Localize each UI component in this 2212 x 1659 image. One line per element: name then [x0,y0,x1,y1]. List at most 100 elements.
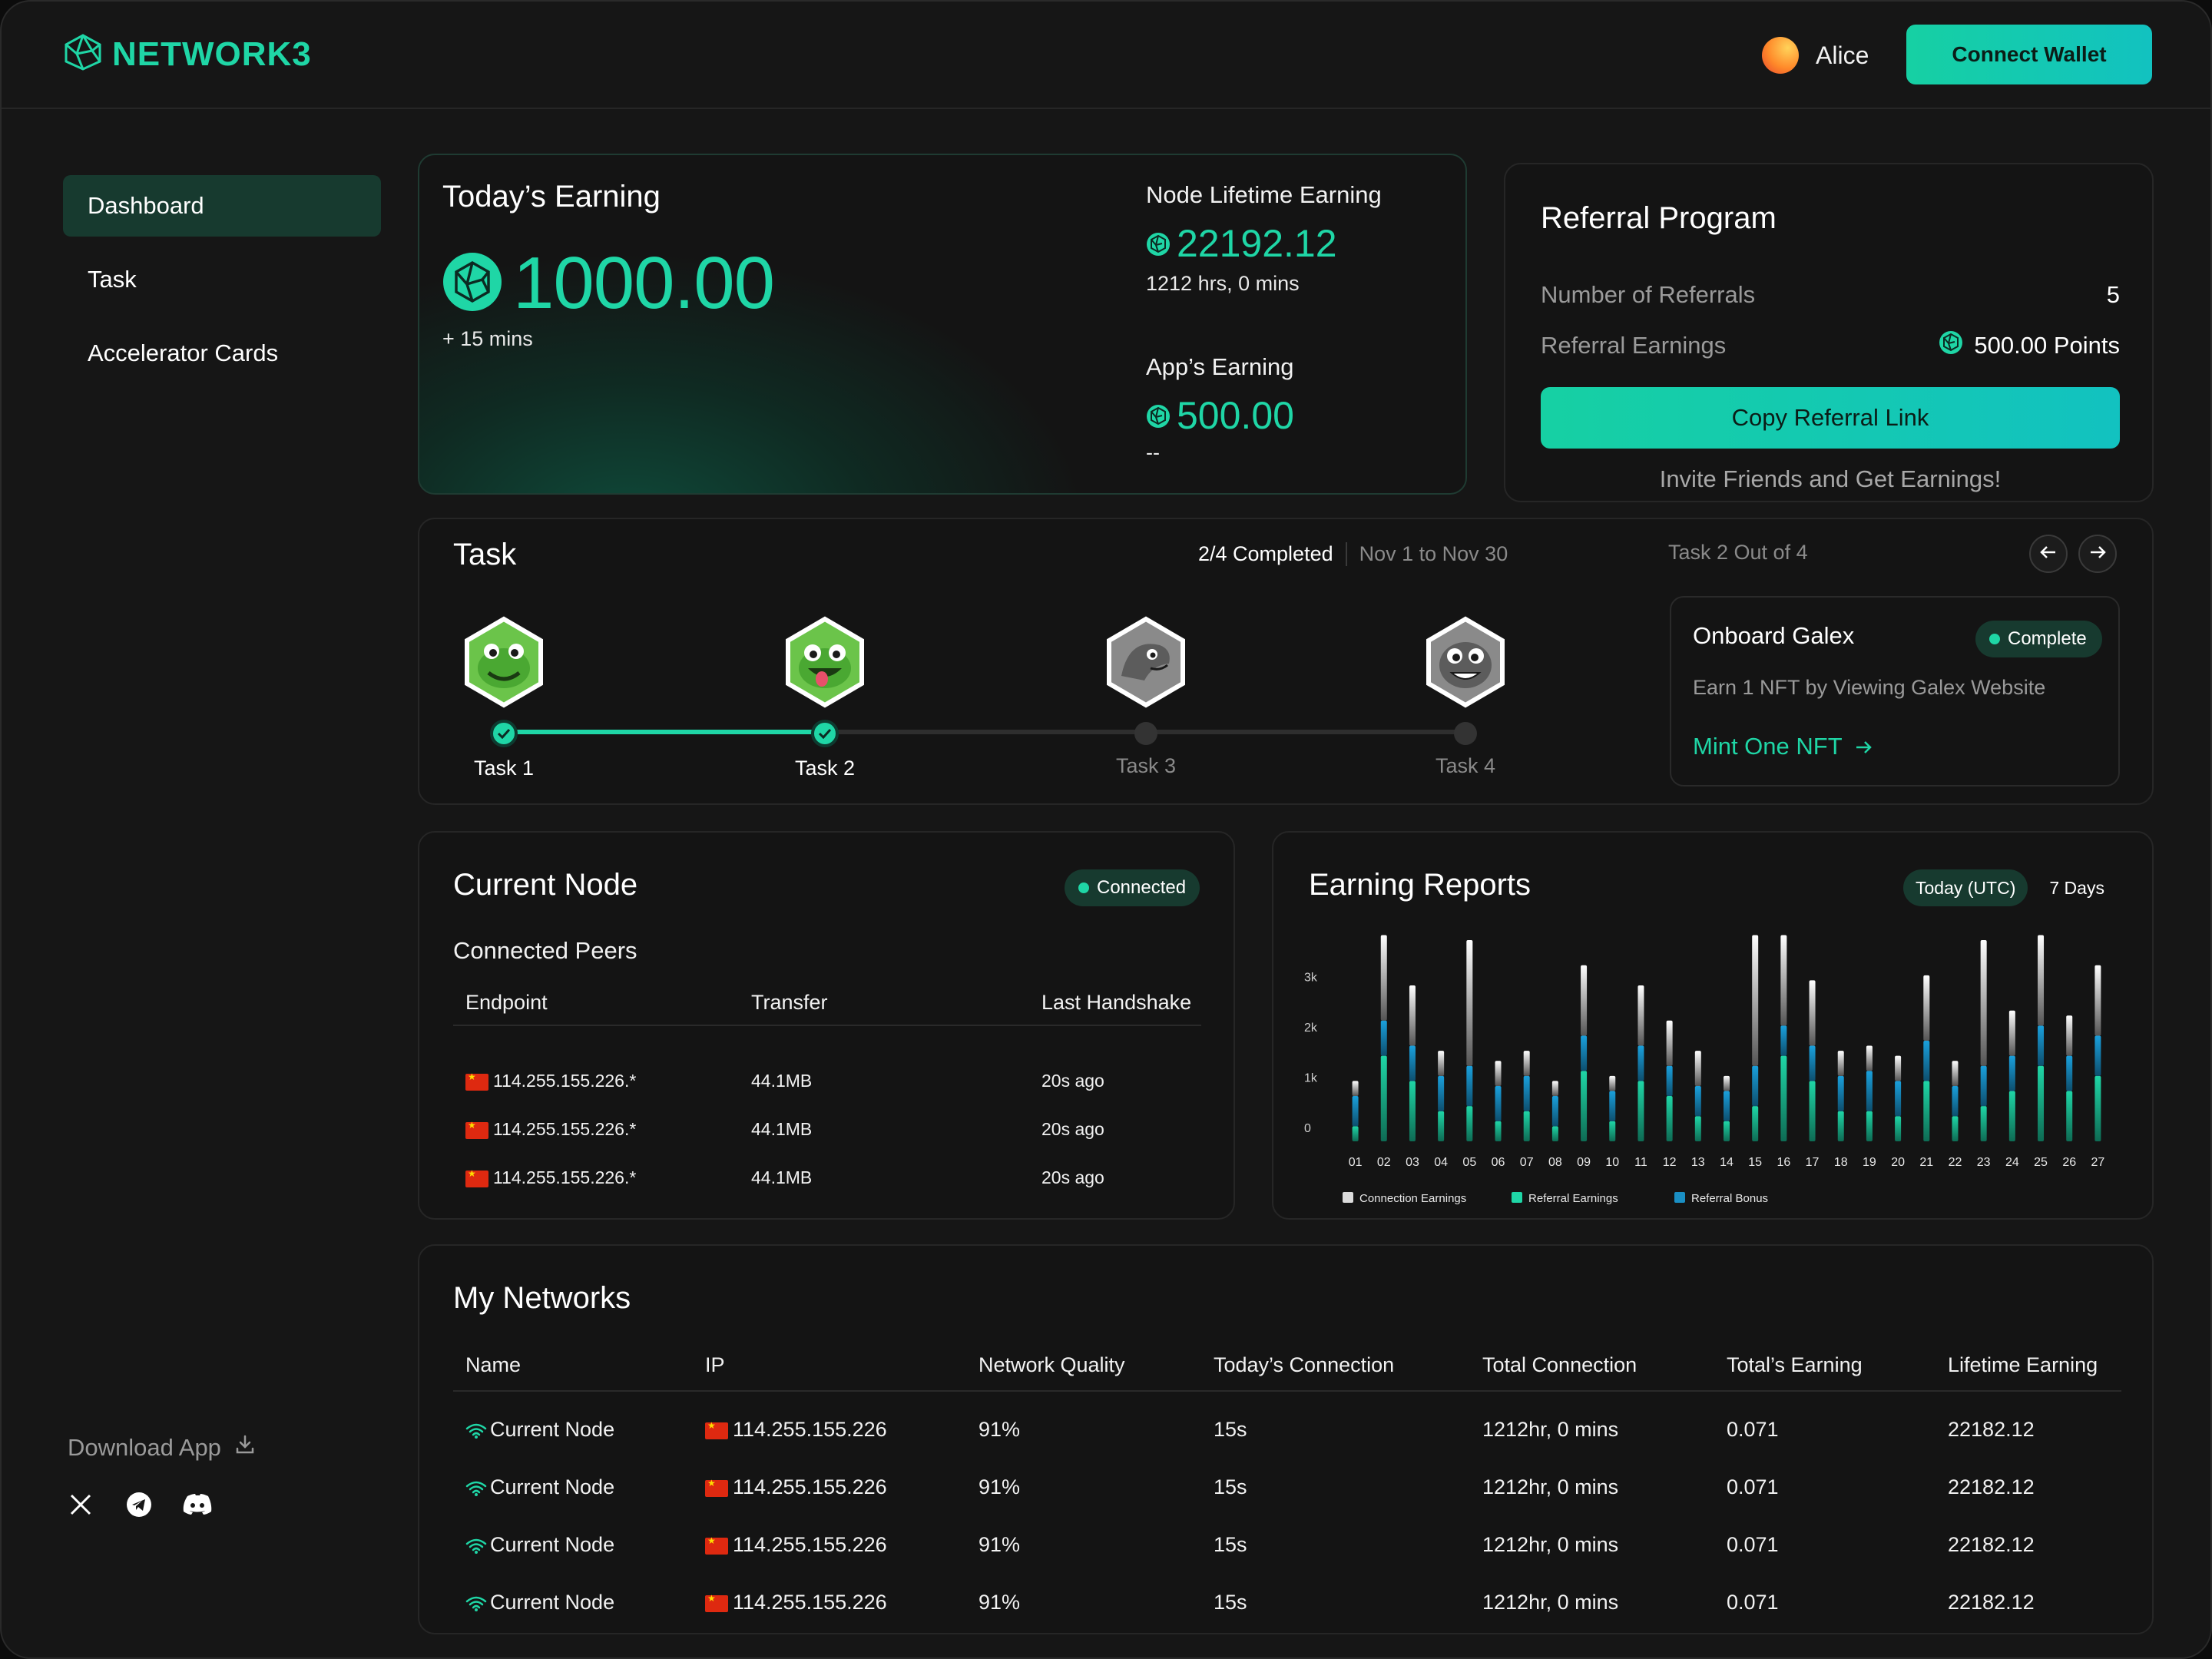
invite-text: Invite Friends and Get Earnings! [1659,465,2002,492]
table-row[interactable]: Current Node 114.255.155.226 91% 15s 1212hr,… [453,1583,2121,1617]
tab-7-days[interactable]: 7 Days [2049,878,2104,898]
quality-cell: 91% [979,1533,1021,1556]
legend-swatch [1674,1192,1685,1203]
quality-cell: 91% [979,1475,1021,1498]
quality-cell: 91% [979,1418,1021,1441]
column-header: Endpoint [465,991,548,1014]
bar-referral-earnings [1609,1121,1616,1141]
task-step-label: Task 3 [1115,754,1177,777]
bar-referral-bonus [1409,1045,1416,1081]
bar-connection-earnings [1809,980,1816,1046]
todays-earning-sub: + 15 mins [442,327,533,350]
app-earning-sub: -- [1146,441,1160,464]
sidebar-item-accelerator-cards[interactable]: Accelerator Cards [88,339,279,366]
ip-value: 114.255.155.226 [733,1533,887,1556]
tab-today-utc[interactable]: Today (UTC) [1903,869,2028,906]
bar-connection-earnings [1837,1051,1844,1076]
task-step-3[interactable]: Task 3 [1069,614,1223,778]
download-app-link[interactable]: Download App [68,1433,257,1462]
task-step-label: Task 1 [473,757,535,780]
ip-cell: 114.255.155.226 [705,1591,887,1614]
next-task-button[interactable] [2078,535,2117,573]
x-tick-label: 02 [1377,1156,1391,1169]
telegram-icon[interactable] [124,1490,154,1519]
bar-referral-earnings [1495,1121,1502,1141]
bar-referral-earnings [1952,1116,1959,1141]
mint-nft-link[interactable]: Mint One NFT [1693,733,1872,760]
task-detail-title: Onboard Galex [1693,622,1855,649]
connect-wallet-button[interactable]: Connect Wallet [1906,25,2152,84]
sidebar-item-task[interactable]: Task [88,266,137,293]
referral-program-card: Referral Program Number of Referrals 5 R… [1504,163,2154,502]
y-tick-label: 1k [1304,1072,1318,1085]
x-tick-label: 20 [1891,1156,1905,1169]
table-row[interactable]: Current Node 114.255.155.226 91% 15s 1212hr,… [453,1525,2121,1559]
column-header: Lifetime Earning [1948,1353,2098,1376]
x-tick-label: 27 [2091,1156,2105,1169]
prev-task-button[interactable] [2029,535,2068,573]
token-icon [1146,393,1171,438]
name-cell: Current Node [465,1591,614,1614]
handshake-cell: 20s ago [1041,1167,1104,1187]
bar-referral-earnings [1523,1111,1530,1141]
my-networks-card: My Networks Name IP Network Quality Toda… [418,1244,2154,1634]
copy-referral-link-button[interactable]: Copy Referral Link [1541,387,2120,449]
task-meta: 2/4 Completed Nov 1 to Nov 30 [1198,542,1508,566]
wifi-icon [465,1481,487,1496]
bar-referral-earnings [1923,1081,1930,1141]
table-row[interactable]: Current Node 114.255.155.226 91% 15s 1212hr,… [453,1410,2121,1444]
china-flag-icon [705,1420,728,1439]
bar-connection-earnings [1895,1055,1902,1081]
bar-referral-earnings [1438,1111,1445,1141]
table-row[interactable]: 114.255.155.226.* 44.1MB 20s ago [453,1113,1201,1144]
today-connection-cell: 15s [1214,1591,1247,1614]
lifetime-earning-cell: 22182.12 [1948,1591,2035,1614]
bar-connection-earnings [1438,1051,1445,1076]
column-header: Total Connection [1482,1353,1637,1376]
task-step-4[interactable]: Task 4 [1389,614,1542,778]
table-row[interactable]: 114.255.155.226.* 44.1MB 20s ago [453,1161,1201,1192]
x-tick-label: 08 [1548,1156,1562,1169]
bar-referral-earnings [1380,1055,1387,1141]
task-step-label: Task 2 [794,757,856,780]
total-connection-cell: 1212hr, 0 mins [1482,1475,1619,1498]
china-flag-icon [705,1593,728,1612]
x-icon[interactable] [66,1490,95,1519]
download-icon [233,1433,257,1462]
status-badge-label: Complete [2008,628,2087,649]
task-detail-card: Onboard Galex Complete Earn 1 NFT by Vie… [1670,596,2120,786]
sidebar-item-dashboard[interactable]: Dashboard [63,175,381,237]
bar-connection-earnings [1724,1075,1730,1091]
todays-earning-title: Today’s Earning [442,180,661,214]
user-profile[interactable]: Alice [1762,37,1869,74]
bar-connection-earnings [1923,975,1930,1041]
task-title: Task [453,538,517,571]
task-date-range: Nov 1 to Nov 30 [1359,542,1508,565]
legend-label: Referral Earnings [1528,1192,1618,1205]
table-row[interactable]: Current Node 114.255.155.226 91% 15s 1212hr,… [453,1468,2121,1502]
peers-table-header: Endpoint Transfer Last Handshake [453,985,1201,1026]
wifi-icon [465,1596,487,1611]
x-tick-label: 23 [1977,1156,1991,1169]
task-step-2[interactable]: Task 2 [748,614,902,780]
bar-referral-bonus [1895,1081,1902,1117]
x-tick-label: 12 [1663,1156,1677,1169]
task-step-1[interactable]: Task 1 [427,614,581,780]
bar-referral-bonus [2094,1035,2101,1076]
total-earning-cell: 0.071 [1727,1475,1779,1498]
bar-referral-bonus [1666,1065,1673,1097]
table-row[interactable]: 114.255.155.226.* 44.1MB 20s ago [453,1065,1201,1095]
node-lifetime-amount: 22192.12 [1146,221,1337,266]
quality-cell: 91% [979,1591,1021,1614]
bar-connection-earnings [1952,1061,1959,1086]
legend-label: Referral Bonus [1691,1192,1768,1205]
bar-referral-bonus [1866,1071,1873,1111]
logo[interactable]: NETWORK3 [61,32,312,76]
total-connection-cell: 1212hr, 0 mins [1482,1533,1619,1556]
status-badge: Complete [1975,621,2102,657]
discord-icon[interactable] [183,1490,212,1519]
bar-connection-earnings [2038,935,2045,1026]
app-earning-amount: 500.00 [1146,393,1294,438]
bar-referral-bonus [1609,1091,1616,1121]
